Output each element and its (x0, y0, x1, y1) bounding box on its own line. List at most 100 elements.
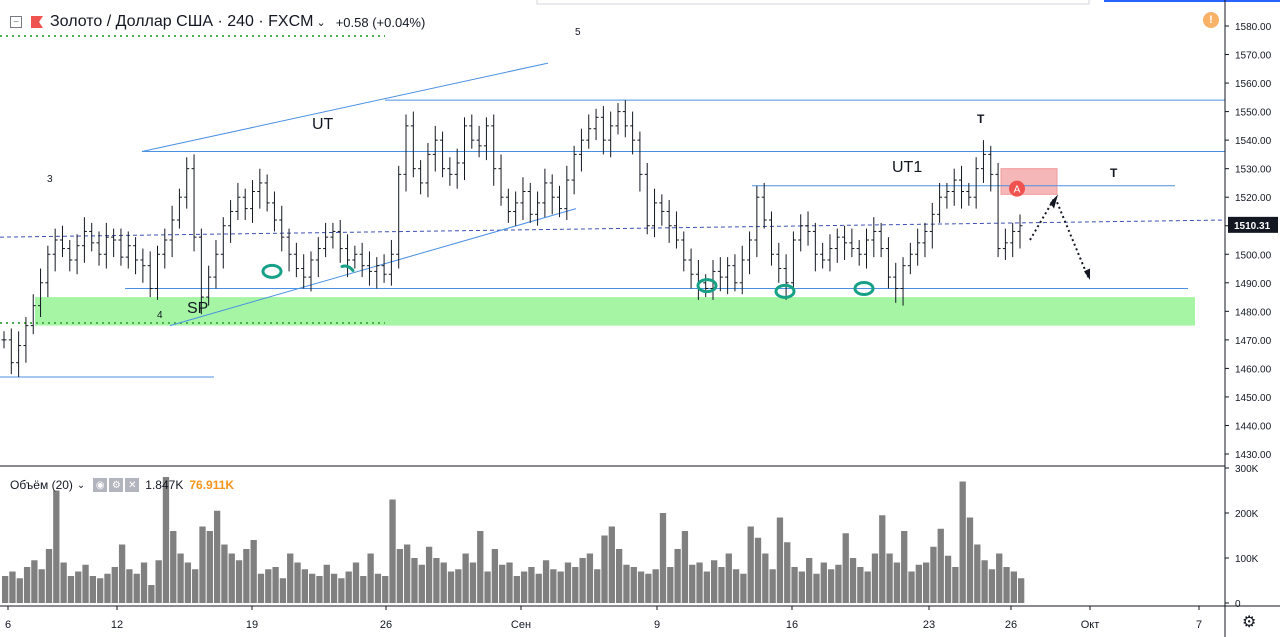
time-tick-label: 19 (246, 619, 258, 631)
volume-bar (762, 553, 769, 603)
volume-bar (16, 578, 23, 603)
volume-bar (199, 526, 206, 603)
hand-mark (261, 263, 283, 279)
close-icon[interactable]: ✕ (125, 478, 140, 492)
chevron-down-icon[interactable]: ⌄ (76, 479, 86, 491)
hand-mark (696, 278, 718, 294)
time-tick-label: 9 (654, 619, 660, 631)
volume-tick-label: 300K (1235, 464, 1259, 475)
volume-bar (798, 571, 806, 603)
volume-bar (162, 477, 170, 603)
volume-bar (879, 515, 886, 603)
label-t: T (1110, 166, 1118, 180)
volume-bar (506, 562, 513, 603)
volume-bar (462, 553, 469, 603)
volume-tick-label: 100K (1235, 554, 1259, 565)
volume-bar (89, 576, 97, 603)
volume-bars (2, 477, 1025, 603)
logo-icon (31, 16, 43, 28)
label-wave-5: 5 (575, 27, 581, 38)
volume-bar (140, 562, 148, 603)
volume-bar (206, 531, 213, 603)
volume-bar (791, 567, 798, 603)
volume-bar (38, 569, 45, 603)
volume-bar (287, 553, 294, 603)
volume-bar (338, 578, 345, 603)
volume-bar (491, 549, 499, 603)
support-zone (35, 297, 1195, 326)
volume-bar (579, 558, 586, 603)
volume-bar (667, 567, 674, 603)
settings-icon[interactable]: ⚙ (109, 478, 124, 492)
volume-bar (893, 562, 901, 603)
volume-tick-label: 200K (1235, 509, 1259, 520)
volume-bar (674, 549, 681, 603)
time-tick-label: 16 (786, 619, 798, 631)
volume-bar (360, 576, 367, 603)
volume-bar (477, 531, 484, 603)
volume-bar (820, 562, 827, 603)
volume-label[interactable]: Объём (20) (10, 478, 73, 492)
volume-bar (433, 558, 440, 603)
volume-bar (97, 578, 104, 603)
volume-bar (601, 535, 608, 603)
volume-bar (718, 567, 725, 603)
forecast-arrow (1029, 194, 1089, 278)
volume-bar (776, 517, 784, 603)
volume-bar (104, 573, 111, 603)
symbol-title[interactable]: Золото / Доллар США · 240 · FXCM (50, 13, 314, 30)
price-tick-label: 1480.00 (1235, 307, 1272, 318)
label-ut: UT (312, 116, 334, 133)
volume-bar (1010, 571, 1017, 603)
volume-bar (382, 576, 389, 603)
volume-header: Объём (20) ⌄ ◉ ⚙ ✕ 1.847K 76.911K (10, 476, 234, 494)
volume-value: 1.847K (145, 478, 184, 492)
volume-bar (864, 571, 871, 603)
volume-bar (689, 564, 696, 603)
settings-icon[interactable]: ⚙ (1242, 614, 1257, 631)
volume-bar (981, 560, 988, 603)
volume-bar (557, 571, 564, 603)
time-tick-label: 12 (111, 619, 123, 631)
volume-bar (330, 573, 338, 603)
dashed-price-line (0, 219, 1226, 238)
volume-bar (184, 562, 192, 603)
price-tick-label: 1550.00 (1235, 108, 1272, 119)
volume-bar (177, 553, 184, 603)
alert-icon[interactable]: ! (1203, 12, 1219, 28)
arrow-head (1050, 194, 1058, 209)
volume-bar (440, 562, 447, 603)
volume-bar (513, 576, 520, 603)
price-tick-label: 1530.00 (1235, 165, 1272, 176)
volume-bar (930, 546, 937, 603)
volume-bar (572, 567, 579, 603)
volume-bar (623, 564, 630, 603)
volume-bar (75, 571, 82, 603)
volume-bar (389, 499, 396, 603)
volume-bar (2, 576, 9, 603)
volume-bar (696, 562, 703, 603)
label-wave-4: 4 (157, 310, 163, 321)
volume-bar (1003, 567, 1010, 603)
time-tick-label: Сен (511, 619, 531, 631)
volume-bar (711, 560, 718, 603)
collapse-icon[interactable]: − (10, 16, 22, 28)
volume-bar (484, 571, 491, 603)
volume-bar (45, 549, 53, 603)
hand-mark (853, 281, 875, 297)
annotations: UT UT1 SP T T 3 4 5 A (47, 0, 1280, 321)
volume-bar (542, 560, 550, 603)
volume-bar (974, 544, 981, 603)
hand-mark (774, 283, 796, 299)
volume-bar (564, 562, 572, 603)
volume-bar (455, 569, 462, 603)
volume-bar (279, 578, 287, 603)
chevron-down-icon[interactable]: ⌄ (316, 16, 326, 29)
volume-bar (528, 567, 535, 603)
volume-bar (952, 567, 959, 603)
visibility-icon[interactable]: ◉ (93, 478, 108, 492)
volume-bar (250, 540, 257, 603)
time-tick-label: 23 (923, 619, 935, 631)
